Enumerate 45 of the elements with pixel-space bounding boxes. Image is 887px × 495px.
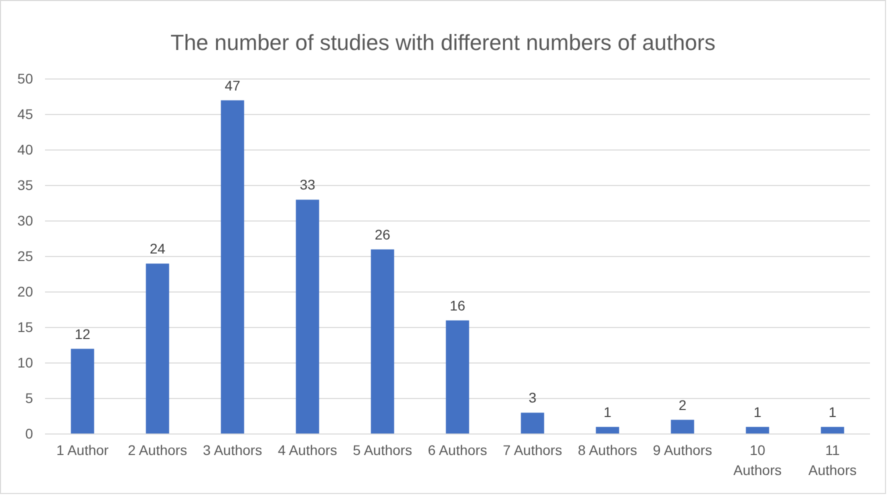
y-tick-label: 40 bbox=[17, 141, 34, 158]
x-tick-label: 3 Authors bbox=[202, 442, 262, 458]
bar bbox=[820, 426, 844, 434]
y-tick-label: 50 bbox=[17, 70, 34, 86]
data-label: 1 bbox=[604, 404, 612, 420]
bar bbox=[446, 320, 470, 434]
y-tick-label: 25 bbox=[17, 248, 34, 264]
y-tick-label: 0 bbox=[25, 425, 34, 442]
bar bbox=[146, 264, 170, 434]
bar bbox=[670, 420, 694, 434]
x-tick-label: 5 Authors bbox=[352, 442, 412, 458]
data-label: 1 bbox=[754, 404, 762, 420]
x-tick-label: 10 Authors bbox=[733, 442, 782, 478]
data-label: 47 bbox=[224, 77, 240, 94]
x-tick-label: 6 Authors bbox=[428, 442, 488, 458]
bar bbox=[520, 412, 544, 434]
data-label: 33 bbox=[300, 176, 316, 193]
x-tick-label: 7 Authors bbox=[502, 442, 562, 458]
data-label: 3 bbox=[528, 390, 537, 406]
data-label: 12 bbox=[74, 326, 90, 342]
y-tick-label: 10 bbox=[17, 354, 34, 370]
y-tick-label: 5 bbox=[25, 390, 34, 406]
x-tick-label: 9 Authors bbox=[652, 442, 712, 458]
y-tick-label: 30 bbox=[17, 212, 34, 228]
y-tick-label: 15 bbox=[17, 318, 34, 335]
bar bbox=[370, 249, 394, 434]
data-label: 1 bbox=[828, 404, 837, 420]
bar bbox=[220, 100, 244, 434]
x-tick-label: 2 Authors bbox=[128, 442, 188, 458]
data-label: 26 bbox=[374, 226, 390, 242]
x-tick-label: 4 Authors bbox=[278, 442, 338, 458]
data-label: 16 bbox=[450, 297, 466, 314]
bar bbox=[296, 200, 320, 434]
data-label: 2 bbox=[678, 396, 687, 413]
x-tick-label: 1 Author bbox=[56, 442, 109, 458]
data-label: 24 bbox=[150, 240, 166, 257]
bar bbox=[70, 348, 94, 434]
x-tick-label: 11 Authors bbox=[808, 442, 857, 478]
bar bbox=[596, 426, 620, 434]
chart-title: The number of studies with different numbers of authors bbox=[170, 30, 716, 55]
bar bbox=[746, 426, 770, 434]
y-tick-label: 35 bbox=[17, 176, 34, 193]
y-tick-label: 45 bbox=[17, 106, 34, 122]
x-tick-label: 8 Authors bbox=[578, 442, 638, 458]
y-tick-label: 20 bbox=[17, 283, 34, 300]
